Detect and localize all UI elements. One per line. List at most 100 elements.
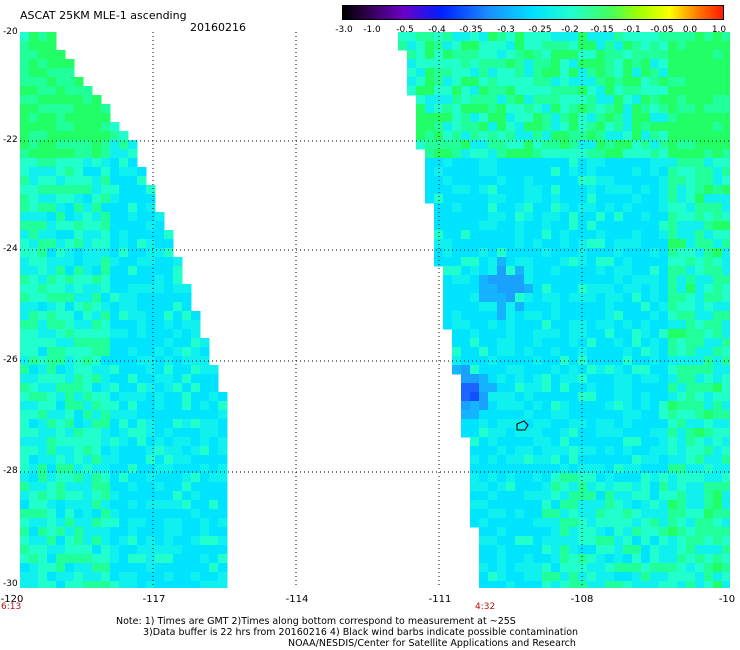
wind-cell [182, 284, 192, 294]
wind-cell [560, 131, 570, 141]
wind-cell [614, 122, 624, 132]
wind-cell [74, 392, 84, 402]
wind-cell [515, 356, 525, 366]
wind-cell [614, 194, 624, 204]
wind-cell [578, 473, 588, 483]
wind-cell [488, 338, 498, 348]
wind-cell [29, 239, 39, 249]
wind-cell [722, 167, 730, 177]
wind-cell [497, 491, 507, 501]
wind-cell [128, 230, 138, 240]
wind-cell [65, 167, 75, 177]
wind-cell [623, 500, 633, 510]
wind-cell [659, 365, 669, 375]
wind-cell [173, 473, 183, 483]
wind-cell [461, 41, 471, 51]
wind-cell [218, 500, 228, 510]
wind-cell [461, 221, 471, 231]
wind-cell [650, 212, 660, 222]
wind-cell [209, 392, 219, 402]
wind-cell [191, 347, 201, 357]
wind-cell [524, 311, 534, 321]
wind-cell [92, 320, 102, 330]
wind-cell [164, 482, 174, 492]
wind-cell [452, 59, 462, 69]
wind-cell [605, 203, 615, 213]
wind-cell [56, 131, 66, 141]
wind-cell [542, 338, 552, 348]
wind-cell [524, 59, 534, 69]
wind-cell [191, 500, 201, 510]
wind-cell [560, 167, 570, 177]
wind-cell [65, 374, 75, 384]
wind-cell [605, 113, 615, 123]
wind-cell [560, 437, 570, 447]
wind-cell [632, 194, 642, 204]
wind-cell [56, 383, 66, 393]
wind-cell [578, 140, 588, 150]
wind-cell [443, 59, 453, 69]
wind-cell [542, 77, 552, 87]
wind-cell [524, 122, 534, 132]
wind-cell [560, 401, 570, 411]
wind-cell [524, 77, 534, 87]
wind-cell [704, 185, 714, 195]
wind-cell [614, 32, 624, 42]
wind-cell [497, 95, 507, 105]
wind-cell [668, 32, 678, 42]
wind-cell [83, 419, 93, 429]
wind-cell [587, 221, 597, 231]
wind-cell [587, 374, 597, 384]
wind-cell [668, 491, 678, 501]
wind-cell [650, 104, 660, 114]
wind-cell [110, 230, 120, 240]
wind-cell [497, 167, 507, 177]
wind-cell [560, 104, 570, 114]
lon-label: -108 [570, 594, 594, 605]
wind-cell [515, 86, 525, 96]
wind-cell [146, 230, 156, 240]
wind-cell [488, 500, 498, 510]
wind-cell [713, 419, 723, 429]
wind-cell [632, 122, 642, 132]
wind-cell [110, 212, 120, 222]
wind-cell [641, 104, 651, 114]
wind-cell [605, 266, 615, 276]
wind-cell [623, 536, 633, 546]
wind-cell [488, 563, 498, 573]
wind-cell [686, 32, 696, 42]
wind-cell [155, 518, 165, 528]
wind-cell [29, 464, 39, 474]
wind-cell [218, 572, 228, 582]
wind-cell [695, 392, 705, 402]
wind-cell [686, 50, 696, 60]
wind-cell [524, 131, 534, 141]
wind-cell [497, 185, 507, 195]
wind-cell [596, 473, 606, 483]
wind-cell [20, 518, 30, 528]
wind-cell [596, 266, 606, 276]
wind-cell [20, 527, 30, 537]
wind-cell [443, 158, 453, 168]
wind-cell [92, 284, 102, 294]
wind-cell [407, 32, 417, 42]
wind-cell [668, 545, 678, 555]
wind-cell [641, 275, 651, 285]
wind-cell [569, 338, 579, 348]
wind-cell [101, 464, 111, 474]
wind-cell [722, 221, 730, 231]
wind-cell [650, 347, 660, 357]
wind-cell [101, 554, 111, 564]
wind-cell [128, 464, 138, 474]
wind-cell [668, 149, 678, 159]
wind-cell [686, 293, 696, 303]
wind-cell [695, 437, 705, 447]
wind-cell [614, 302, 624, 312]
wind-cell [92, 167, 102, 177]
wind-cell [29, 266, 39, 276]
wind-cell [659, 113, 669, 123]
wind-cell [659, 392, 669, 402]
wind-cell [119, 509, 129, 519]
wind-cell [29, 221, 39, 231]
wind-cell [506, 446, 516, 456]
